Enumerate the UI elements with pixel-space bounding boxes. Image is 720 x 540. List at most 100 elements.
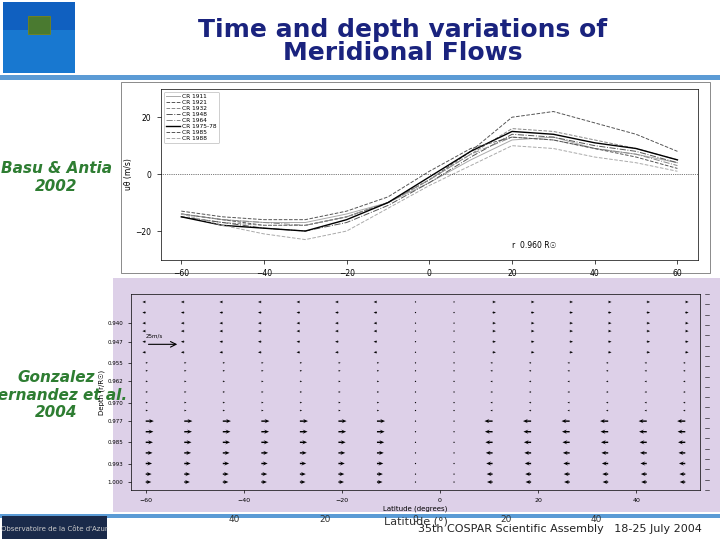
CR 1921 — [218, 217, 227, 223]
CR 1975-78 — [177, 214, 186, 220]
CR 1985 — [218, 214, 227, 220]
CR 1964 — [673, 163, 682, 169]
CR 1948 — [218, 219, 227, 226]
CR 1975-78 — [218, 222, 227, 228]
CR 1911 — [260, 219, 269, 226]
CR 1948 — [631, 148, 640, 154]
CR 1911 — [384, 199, 392, 206]
CR 1932 — [218, 219, 227, 226]
CR 1985 — [631, 154, 640, 160]
Text: 0: 0 — [413, 515, 418, 524]
Line: CR 1921: CR 1921 — [181, 112, 678, 225]
CR 1975-78 — [467, 148, 475, 154]
Line: CR 1988: CR 1988 — [181, 146, 678, 240]
Bar — [121, 82, 710, 273]
CR 1988 — [384, 205, 392, 212]
CR 1921 — [508, 114, 516, 120]
CR 1911 — [631, 151, 640, 158]
CR 1948 — [508, 131, 516, 138]
Bar — [2, 516, 107, 539]
CR 1948 — [177, 214, 186, 220]
Text: 20: 20 — [319, 515, 330, 524]
CR 1932 — [177, 214, 186, 220]
CR 1921 — [301, 222, 310, 228]
CR 1988 — [467, 163, 475, 169]
CR 1988 — [508, 143, 516, 149]
CR 1921 — [425, 177, 433, 183]
CR 1988 — [425, 183, 433, 189]
CR 1964 — [218, 217, 227, 223]
CR 1932 — [260, 222, 269, 228]
CR 1985 — [425, 168, 433, 174]
CR 1975-78 — [508, 128, 516, 134]
CR 1985 — [342, 208, 351, 214]
CR 1948 — [301, 228, 310, 234]
CR 1911 — [218, 217, 227, 223]
Bar — [3, 30, 75, 73]
CR 1988 — [342, 228, 351, 234]
CR 1921 — [631, 131, 640, 138]
CR 1975-78 — [673, 157, 682, 163]
CR 1975-78 — [549, 131, 558, 138]
Bar — [0, 75, 720, 80]
CR 1964 — [508, 134, 516, 140]
CR 1921 — [549, 109, 558, 115]
CR 1975-78 — [590, 139, 599, 146]
Bar — [113, 278, 720, 512]
CR 1975-78 — [342, 217, 351, 223]
CR 1948 — [384, 202, 392, 208]
CR 1964 — [549, 137, 558, 143]
Bar — [0, 514, 720, 518]
CR 1921 — [260, 222, 269, 228]
CR 1948 — [467, 154, 475, 160]
CR 1932 — [549, 128, 558, 134]
CR 1988 — [177, 211, 186, 217]
CR 1964 — [425, 177, 433, 183]
CR 1964 — [260, 219, 269, 226]
X-axis label: Latitude (degrees): Latitude (degrees) — [383, 505, 448, 512]
CR 1985 — [260, 217, 269, 223]
CR 1921 — [177, 211, 186, 217]
CR 1911 — [177, 211, 186, 217]
CR 1921 — [590, 120, 599, 126]
Text: Latitude (°): Latitude (°) — [384, 517, 447, 527]
Y-axis label: Depth (r/R☉): Depth (r/R☉) — [99, 369, 105, 415]
Line: CR 1948: CR 1948 — [181, 134, 678, 231]
CR 1911 — [342, 211, 351, 217]
Text: Time and depth variations of: Time and depth variations of — [198, 18, 607, 42]
CR 1964 — [177, 211, 186, 217]
Text: 40: 40 — [228, 515, 240, 524]
CR 1985 — [301, 217, 310, 223]
CR 1948 — [342, 219, 351, 226]
CR 1932 — [342, 214, 351, 220]
CR 1988 — [301, 237, 310, 243]
CR 1988 — [673, 168, 682, 174]
CR 1932 — [425, 177, 433, 183]
CR 1911 — [467, 157, 475, 163]
CR 1985 — [467, 145, 475, 152]
Line: CR 1985: CR 1985 — [181, 137, 678, 220]
Text: Gonzalez
Hernandez et al.
2004: Gonzalez Hernandez et al. 2004 — [0, 370, 127, 420]
CR 1988 — [260, 231, 269, 237]
CR 1932 — [301, 222, 310, 228]
CR 1948 — [673, 159, 682, 166]
Bar — [0, 514, 720, 540]
Line: CR 1975-78: CR 1975-78 — [181, 131, 678, 231]
Line: CR 1911: CR 1911 — [181, 137, 678, 222]
CR 1921 — [384, 199, 392, 206]
CR 1985 — [673, 165, 682, 172]
Text: 20: 20 — [500, 515, 512, 524]
CR 1985 — [590, 145, 599, 152]
Text: 25m/s: 25m/s — [145, 334, 163, 339]
Text: r  0.960 R☉: r 0.960 R☉ — [512, 241, 557, 250]
CR 1932 — [508, 125, 516, 132]
CR 1911 — [590, 145, 599, 152]
Text: 35th COSPAR Scientific Assembly   18-25 July 2004: 35th COSPAR Scientific Assembly 18-25 Ju… — [418, 524, 702, 534]
CR 1964 — [467, 151, 475, 158]
CR 1932 — [631, 145, 640, 152]
CR 1964 — [590, 145, 599, 152]
Bar — [3, 2, 75, 73]
CR 1921 — [467, 148, 475, 154]
Y-axis label: uθ (m/s): uθ (m/s) — [124, 158, 132, 190]
Bar — [0, 0, 720, 80]
